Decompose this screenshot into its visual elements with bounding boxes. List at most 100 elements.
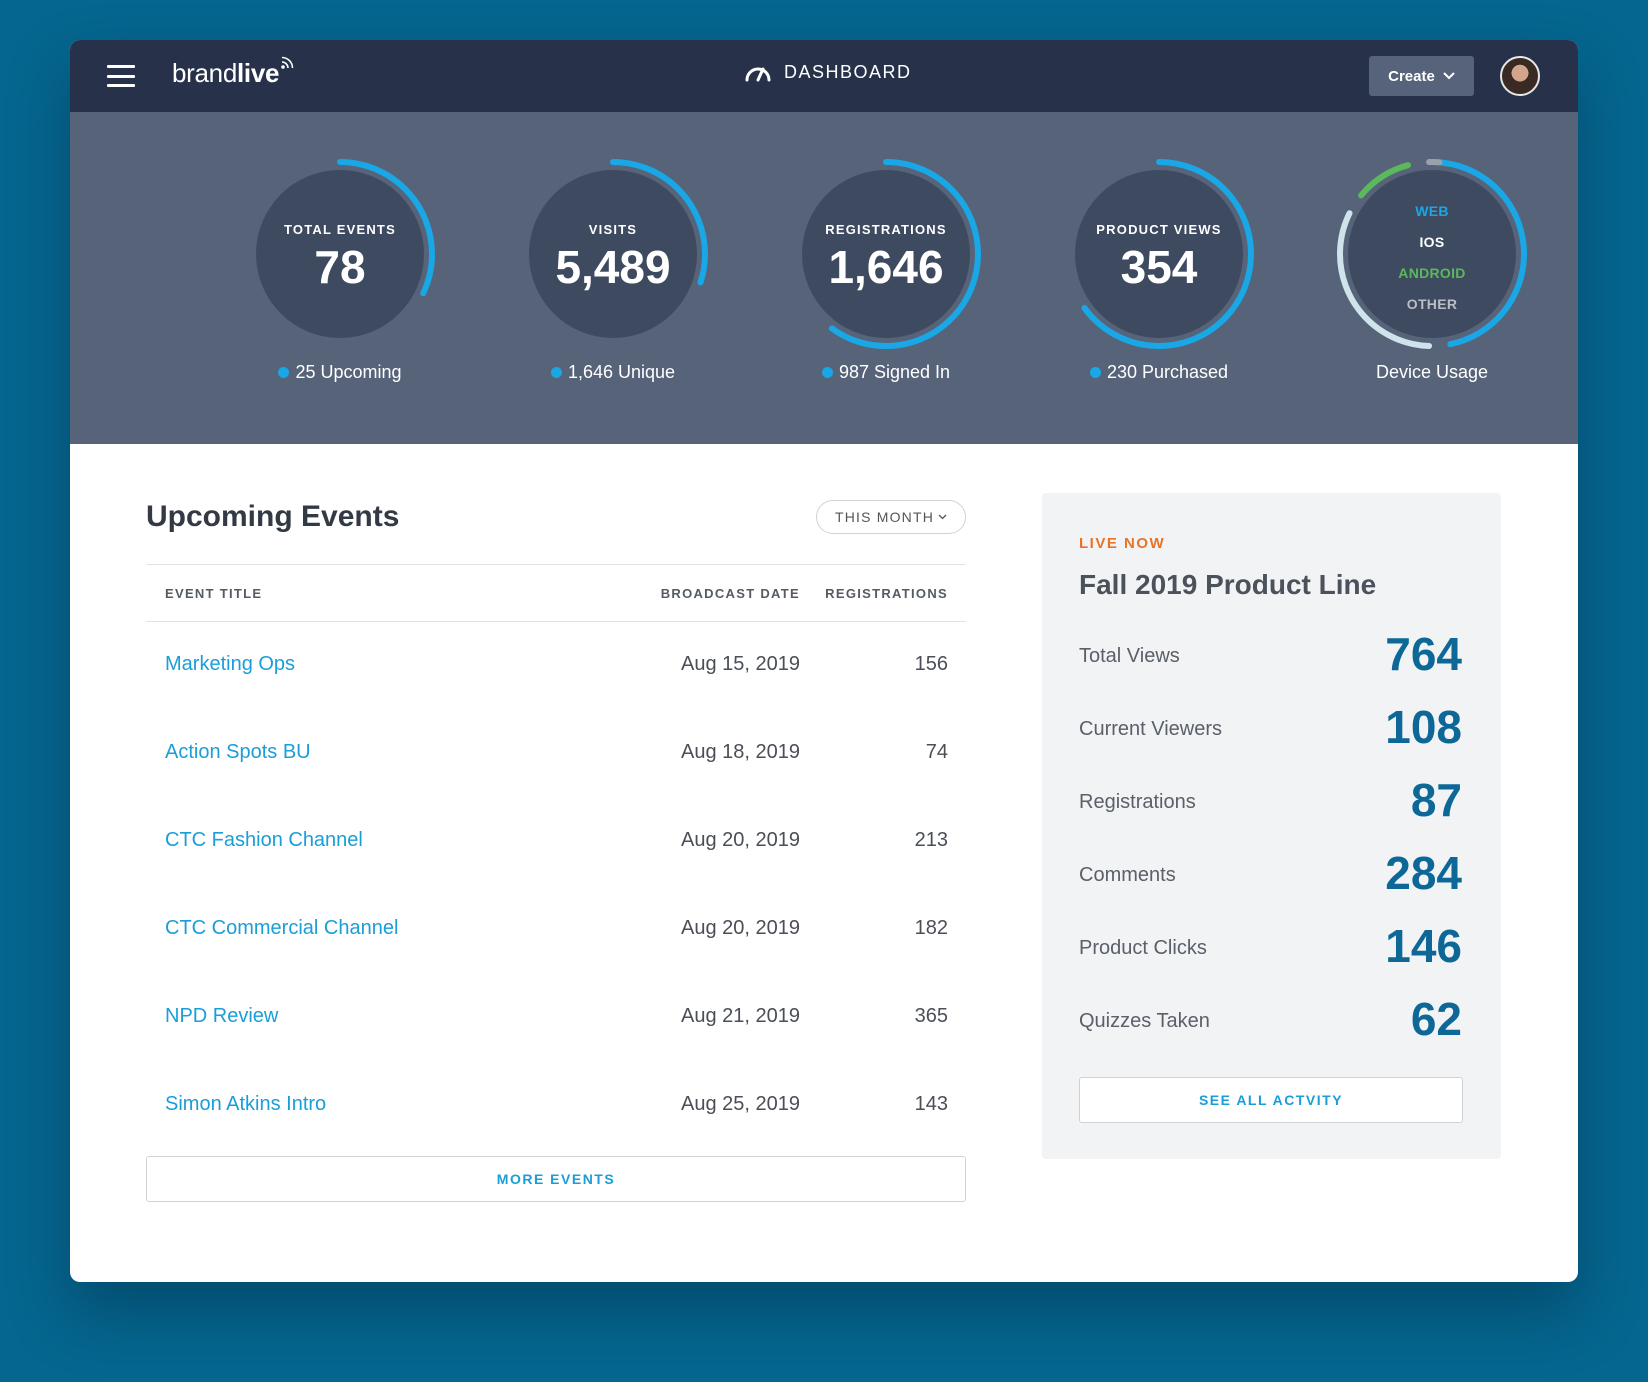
device-usage-ring [1336, 158, 1527, 349]
chevron-down-icon [938, 514, 947, 520]
column-header-date[interactable]: BROADCAST DATE [660, 586, 800, 601]
progress-ring [791, 159, 981, 349]
status-dot [821, 367, 833, 378]
speedometer-icon [745, 67, 771, 81]
metric-label: Registrations [1079, 791, 1196, 813]
more-events-button[interactable]: MORE EVENTS [146, 1156, 966, 1202]
stat-visits: VISITS 5,489 1,646 Unique [483, 112, 743, 444]
table-row: Simon Atkins Intro Aug 25, 2019 143 [146, 1062, 966, 1150]
logo-text-bold: live [237, 58, 280, 88]
stat-subtext: 230 Purchased [1029, 362, 1289, 383]
column-header-title[interactable]: EVENT TITLE [165, 586, 263, 601]
stat-subtext-label: 987 Signed In [838, 362, 951, 382]
metric-label: Current Viewers [1079, 718, 1223, 740]
event-title-link[interactable]: Simon Atkins Intro [165, 1093, 327, 1115]
stat-label: TOTAL EVENTS [284, 222, 396, 237]
metric-value: 764 [1385, 628, 1462, 680]
event-title-link[interactable]: Action Spots BU [165, 741, 311, 763]
event-title-link[interactable]: CTC Fashion Channel [165, 829, 363, 851]
legend-web: WEB [1415, 203, 1449, 219]
create-button[interactable]: Create [1369, 56, 1474, 96]
metric-product-clicks: Product Clicks 146 [1079, 915, 1462, 988]
event-date: Aug 20, 2019 [681, 829, 800, 851]
event-date: Aug 25, 2019 [681, 1093, 800, 1115]
table-row: CTC Commercial Channel Aug 20, 2019 182 [146, 886, 966, 974]
event-title-link[interactable]: NPD Review [165, 1005, 279, 1027]
metric-value: 146 [1385, 920, 1462, 972]
legend-ios: IOS [1419, 234, 1445, 250]
stat-label: VISITS [588, 222, 638, 237]
user-avatar[interactable] [1500, 56, 1540, 96]
table-header: EVENT TITLE BROADCAST DATE REGISTRATIONS [146, 564, 966, 622]
create-button-label: Create [1388, 67, 1435, 85]
progress-ring [245, 159, 435, 349]
metric-label: Comments [1079, 864, 1176, 886]
column-header-registrations[interactable]: REGISTRATIONS [825, 586, 948, 601]
stat-device-usage: WEB IOS ANDROID OTHER Device Usage [1302, 112, 1562, 444]
legend-android: ANDROID [1398, 265, 1466, 281]
event-date: Aug 20, 2019 [681, 917, 800, 939]
metric-label: Product Clicks [1079, 937, 1207, 959]
table-row: Action Spots BU Aug 18, 2019 74 [146, 710, 966, 798]
metric-quizzes-taken: Quizzes Taken 62 [1079, 988, 1462, 1061]
stat-value: 78 [314, 241, 366, 293]
metric-value: 284 [1385, 847, 1462, 899]
event-registrations: 182 [914, 917, 948, 939]
metric-total-views: Total Views 764 [1079, 623, 1462, 696]
stat-subtext-label: 1,646 Unique [567, 362, 676, 382]
metric-comments: Comments 284 [1079, 842, 1462, 915]
see-all-activity-button[interactable]: SEE ALL ACTVITY [1079, 1077, 1463, 1123]
brand-logo[interactable]: brand live [172, 56, 296, 89]
stat-subtext: 987 Signed In [756, 362, 1016, 383]
event-registrations: 156 [914, 653, 948, 675]
stat-product-views: PRODUCT VIEWS 354 230 Purchased [1029, 112, 1289, 444]
event-title-link[interactable]: CTC Commercial Channel [165, 917, 399, 939]
live-event-title: Fall 2019 Product Line [1079, 569, 1377, 600]
progress-arc [1064, 159, 1254, 349]
logo-text-light: brand [172, 58, 237, 88]
metric-registrations: Registrations 87 [1079, 769, 1462, 842]
metric-current-viewers: Current Viewers 108 [1079, 696, 1462, 769]
progress-ring [518, 159, 708, 349]
event-registrations: 74 [925, 741, 948, 763]
metric-value: 108 [1385, 701, 1462, 753]
status-dot [550, 367, 562, 378]
stat-label: PRODUCT VIEWS [1096, 222, 1222, 237]
event-date: Aug 18, 2019 [681, 741, 800, 763]
device-segment-android [1337, 159, 1527, 349]
table-row: NPD Review Aug 21, 2019 365 [146, 974, 966, 1062]
table-row: CTC Fashion Channel Aug 20, 2019 213 [146, 798, 966, 886]
event-registrations: 213 [914, 829, 948, 851]
stat-total-events: TOTAL EVENTS 78 25 Upcoming [210, 112, 470, 444]
stat-value: 354 [1120, 241, 1198, 293]
chevron-down-icon [1443, 72, 1455, 80]
metric-label: Total Views [1079, 645, 1180, 667]
stat-subtext-label: 25 Upcoming [295, 362, 402, 382]
device-segment-ios [1336, 159, 1527, 349]
month-filter-dropdown[interactable]: THIS MONTH [816, 500, 966, 534]
status-dot [278, 367, 290, 378]
month-filter-label: THIS MONTH [834, 509, 935, 525]
stat-value: 5,489 [555, 241, 671, 293]
stats-band: TOTAL EVENTS 78 25 Upcoming VISITS 5,489… [70, 112, 1578, 444]
event-date: Aug 15, 2019 [681, 653, 800, 675]
device-segment-other [1337, 158, 1527, 349]
live-now-badge: LIVE NOW [1079, 535, 1166, 552]
live-now-panel: LIVE NOW Fall 2019 Product Line Total Vi… [1042, 493, 1501, 1159]
progress-ring [1064, 159, 1254, 349]
section-title: Upcoming Events [146, 500, 400, 533]
device-legend: WEB IOS ANDROID OTHER [1332, 196, 1532, 320]
stat-subtext: Device Usage [1302, 362, 1562, 383]
progress-arc [245, 159, 435, 349]
broadcast-icon [281, 56, 294, 69]
stat-registrations: REGISTRATIONS 1,646 987 Signed In [756, 112, 1016, 444]
hamburger-menu-icon[interactable] [107, 65, 135, 87]
stat-subtext-label: 230 Purchased [1106, 362, 1229, 382]
stat-subtext-label: Device Usage [1375, 362, 1489, 382]
app-window: brand live DASHBOARD Create [70, 40, 1578, 1282]
table-row: Marketing Ops Aug 15, 2019 156 [146, 622, 966, 710]
metric-value: 62 [1410, 993, 1462, 1045]
event-registrations: 143 [914, 1093, 948, 1115]
event-title-link[interactable]: Marketing Ops [165, 653, 296, 675]
status-dot [1089, 367, 1101, 378]
